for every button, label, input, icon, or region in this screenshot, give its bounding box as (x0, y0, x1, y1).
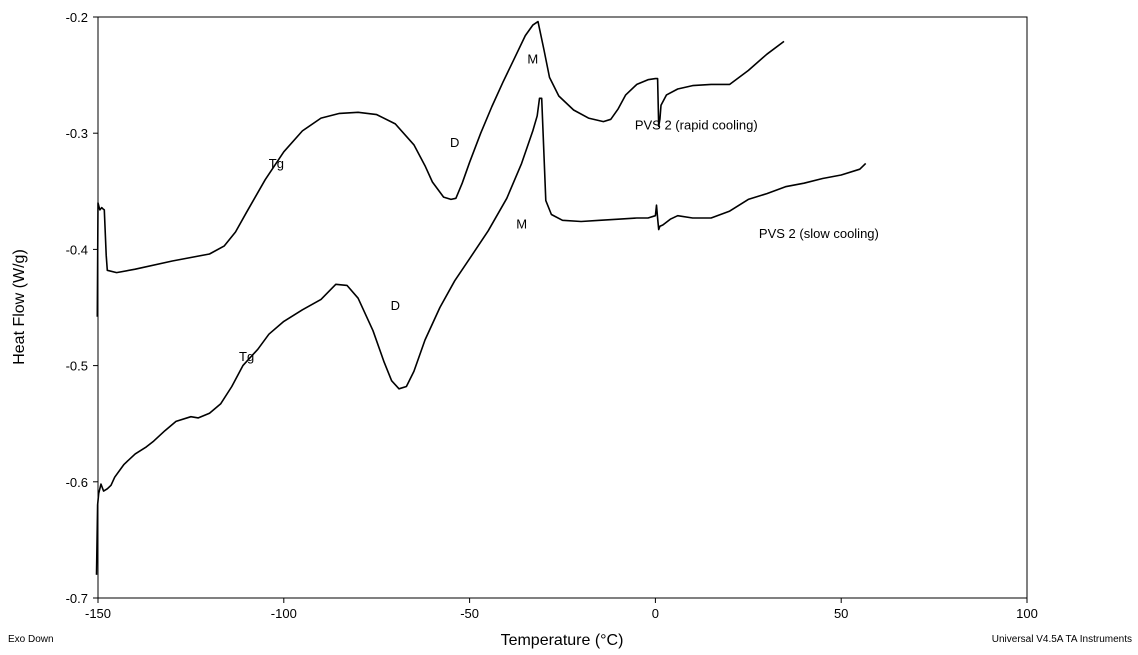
x-tick-label: -150 (85, 606, 111, 621)
x-tick-label: -50 (460, 606, 479, 621)
annotation-layer: Tg D M PVS 2 (rapid cooling) M PVS 2 (slow co… (239, 51, 879, 363)
y-tick-label: -0.4 (66, 242, 88, 257)
annotation-label: Tg (239, 349, 254, 364)
annotation-label: PVS 2 (rapid cooling) (635, 118, 758, 133)
series-line-rapid-cooling (96, 20, 785, 317)
y-tick-label: -0.7 (66, 591, 88, 606)
annotation-label: M (516, 216, 527, 231)
instrument-label: Universal V4.5A TA Instruments (992, 634, 1132, 645)
y-tick-label: -0.5 (66, 359, 88, 374)
x-tick-label: -100 (271, 606, 297, 621)
plot-frame (97, 16, 1028, 599)
exo-down-label: Exo Down (8, 634, 54, 645)
series-line-slow-cooling (95, 97, 867, 575)
y-axis-title: Heat Flow (W/g) (11, 249, 28, 365)
x-axis-title: Temperature (°C) (501, 632, 624, 649)
x-tick-label: 50 (834, 606, 848, 621)
y-tick-label: -0.3 (66, 126, 88, 141)
annotation-label: M (527, 51, 538, 66)
annotation-label: Tg (269, 156, 284, 171)
series-layer (95, 20, 867, 575)
x-tick-label: 100 (1016, 606, 1038, 621)
tick-layer: -150 -100 -50 0 50 100 -0.7 -0.6 -0.5 -0.4 -0.3 -0.… (66, 10, 1038, 621)
x-tick-label: 0 (652, 606, 659, 621)
annotation-label: PVS 2 (slow cooling) (759, 226, 879, 241)
y-tick-label: -0.6 (66, 475, 88, 490)
annotation-label: D (450, 135, 459, 150)
y-tick-label: -0.2 (66, 10, 88, 25)
annotation-label: D (391, 298, 400, 313)
